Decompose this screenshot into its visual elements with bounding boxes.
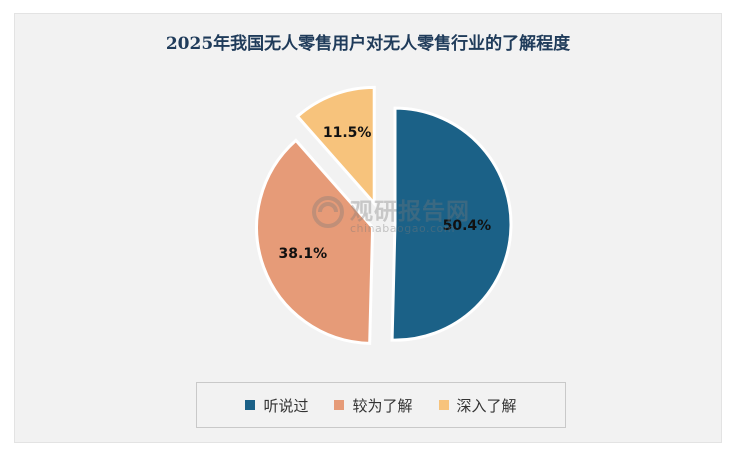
- data-label-1: 38.1%: [279, 246, 328, 262]
- legend-label-0: 听说过: [263, 396, 309, 415]
- legend-swatch-0: [245, 400, 256, 410]
- legend-swatch-1: [334, 400, 345, 410]
- legend-item-0: 听说过: [245, 395, 308, 416]
- chart-legend: 听说过 较为了解 深入了解: [196, 382, 566, 428]
- watermark-logo-icon: [312, 196, 344, 228]
- chart-title: 2025年我国无人零售用户对无人零售行业的了解程度: [165, 34, 571, 54]
- pie-slice-2: [295, 85, 376, 208]
- legend-item-2: 深入了解: [438, 395, 517, 416]
- legend-label-2: 深入了解: [456, 396, 517, 415]
- watermark-name: 观研报告网: [350, 199, 470, 225]
- legend-swatch-2: [438, 400, 449, 410]
- data-label-2: 11.5%: [323, 125, 372, 141]
- watermark-url: chinabaogao.com: [350, 222, 455, 235]
- pie-slice-0: [390, 106, 513, 342]
- data-label-0: 50.4%: [443, 218, 492, 234]
- legend-item-1: 较为了解: [334, 395, 413, 416]
- watermark: 观研报告网 chinabaogao.com: [306, 190, 476, 240]
- pie-slice-1: [255, 138, 375, 345]
- legend-label-1: 较为了解: [352, 396, 413, 415]
